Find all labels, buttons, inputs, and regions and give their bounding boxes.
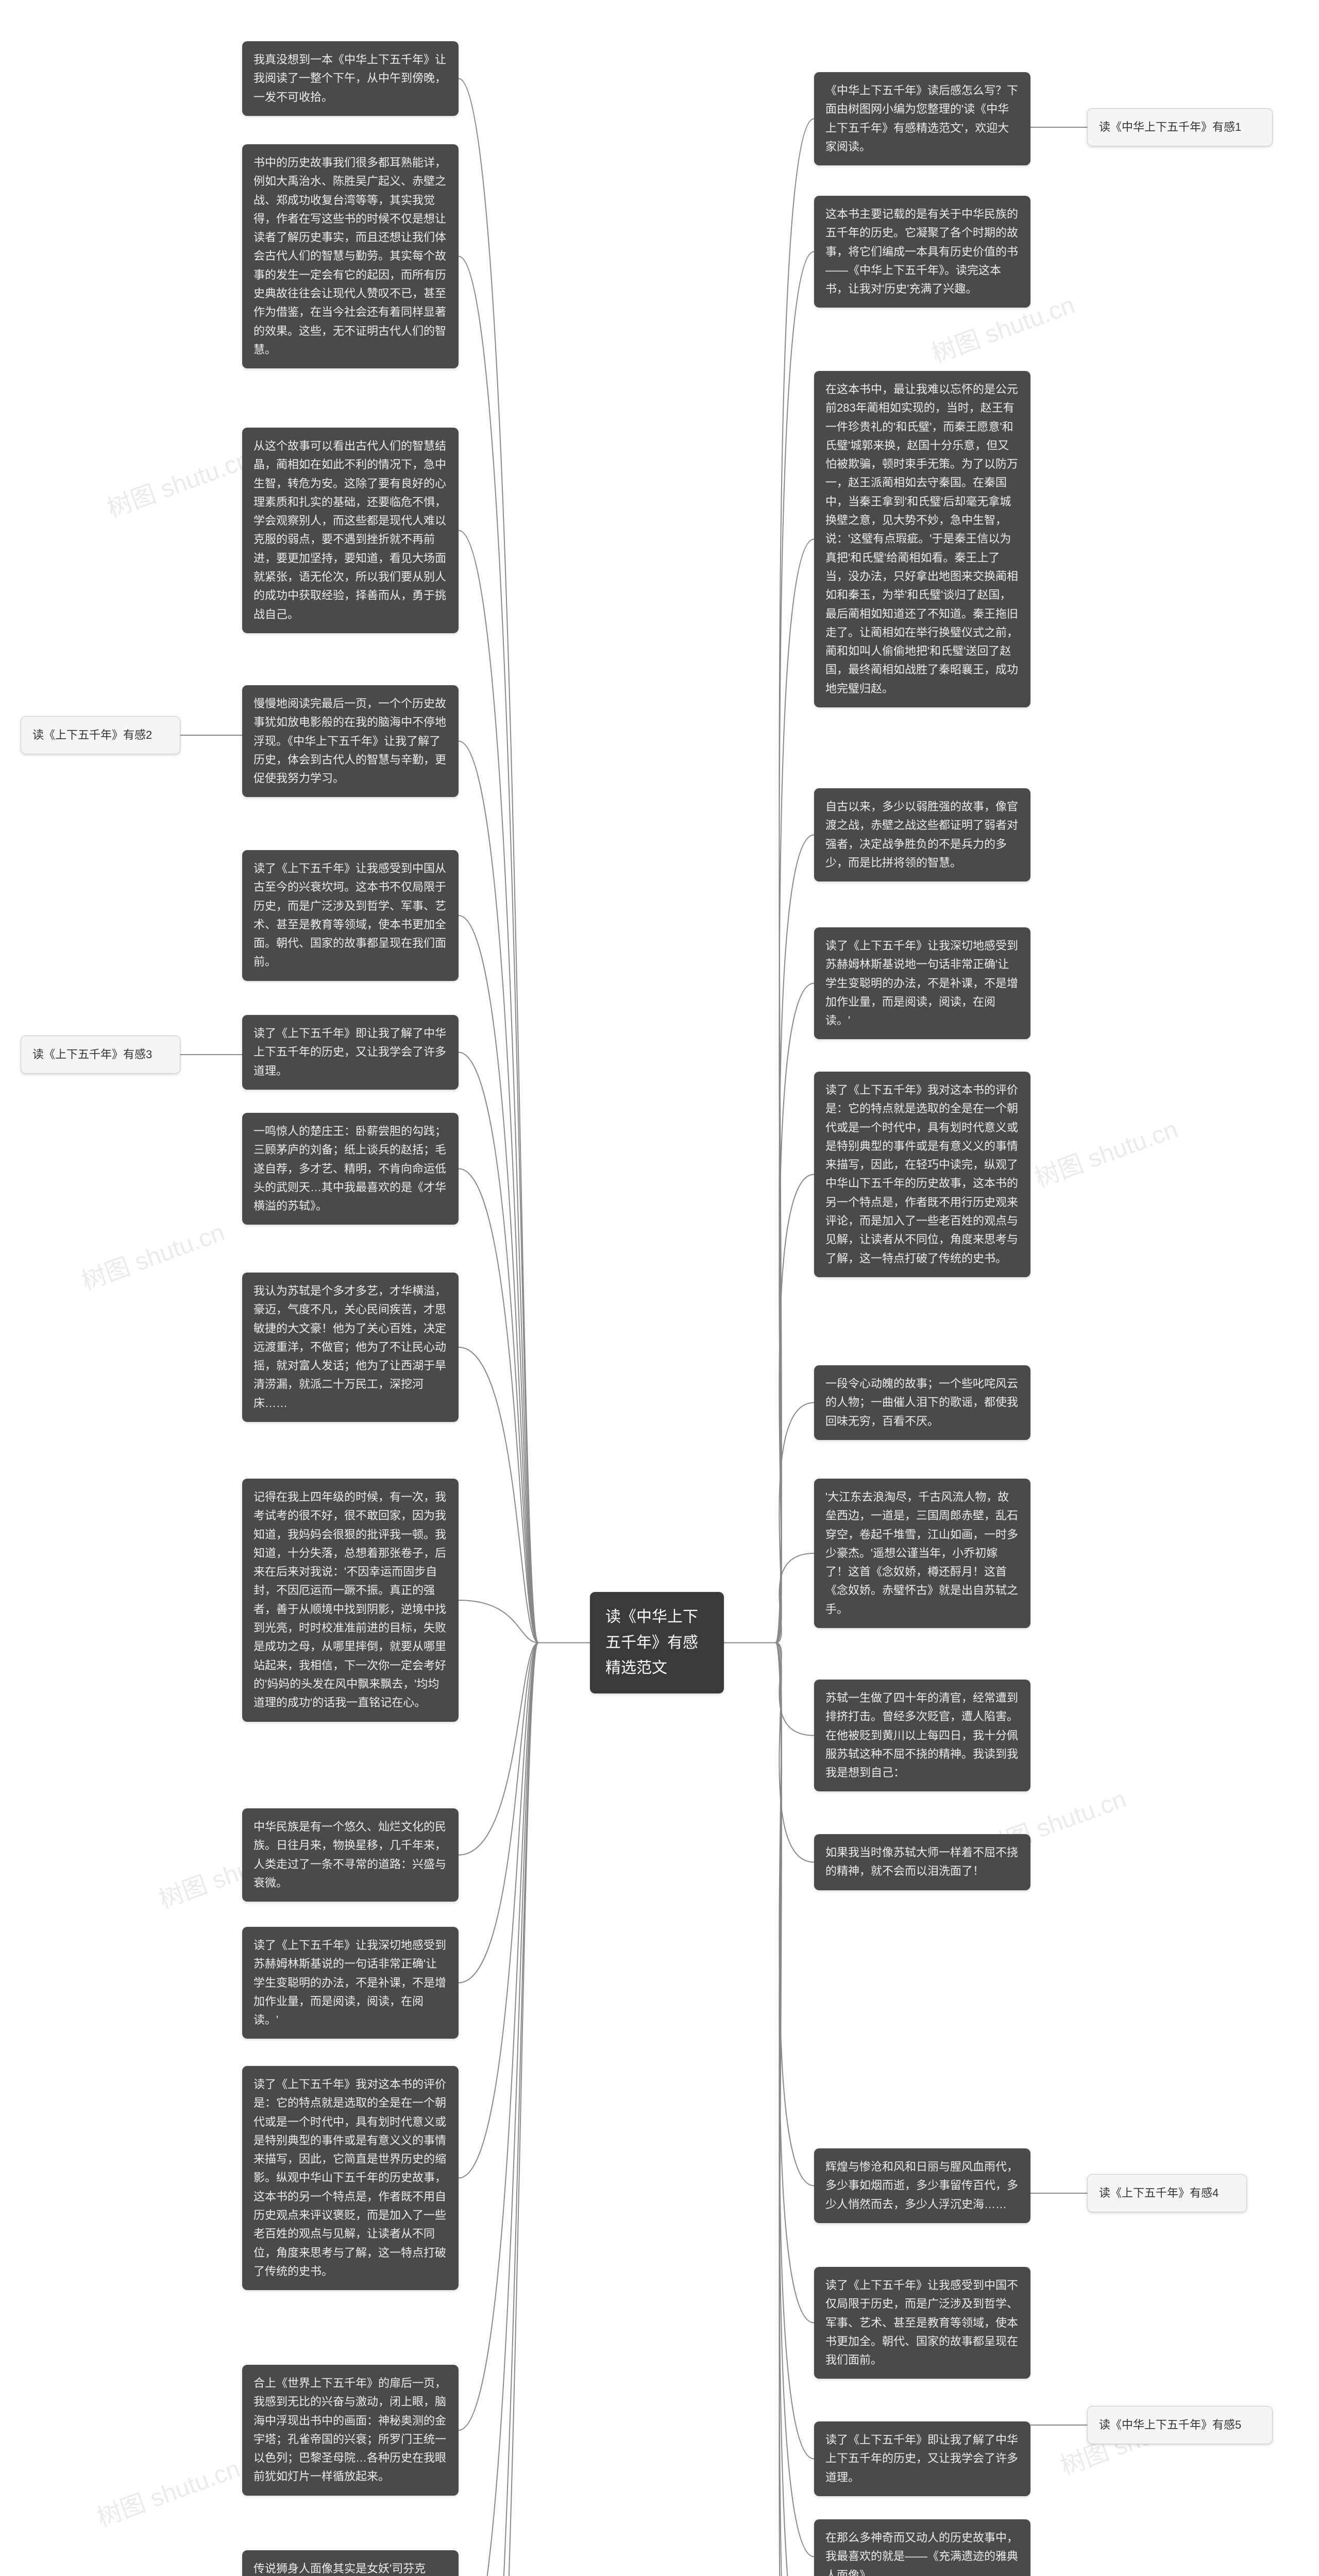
text-node[interactable]: 如果我当时像苏轼大师一样着不屈不挠的精神，就不会而以泪洗面了！ <box>814 1834 1030 1890</box>
text-node[interactable]: 慢慢地阅读完最后一页，一个个历史故事犹如放电影般的在我的脑海中不停地浮现。《中华… <box>242 685 459 797</box>
branch-node[interactable]: 读《中华上下五千年》有感5 <box>1087 2406 1273 2444</box>
text-node[interactable]: 读了《上下五千年》让我感受到中国不仅局限于历史，而是广泛涉及到哲学、军事、艺术、… <box>814 2267 1030 2379</box>
text-node[interactable]: 读了《上下五千年》我对这本书的评价是：它的特点就是选取的全是在一个朝代或是一个时… <box>814 1072 1030 1277</box>
mindmap-canvas: 树图 shutu.cn 树图 shutu.cn 树图 shutu.cn 树图 shut… <box>0 0 1319 2576</box>
branch-node[interactable]: 读《上下五千年》有感4 <box>1087 2174 1247 2212</box>
text-node[interactable]: 读了《上下五千年》让我深切地感受到苏赫姆林斯基说的一句话非常正确'让学生变聪明的… <box>242 1927 459 2039</box>
text-node[interactable]: 在这本书中，最让我难以忘怀的是公元前283年蔺相如实现的，当时，赵王有一件珍贵礼… <box>814 371 1030 707</box>
text-node[interactable]: 我认为苏轼是个多才多艺，才华横溢，豪迈，气度不凡，关心民间疾苦，才思敏捷的大文豪… <box>242 1273 459 1422</box>
text-node[interactable]: 读了《上下五千年》即让我了解了中华上下五千年的历史，又让我学会了许多道理。 <box>242 1015 459 1090</box>
text-node[interactable]: 记得在我上四年级的时候，有一次，我考试考的很不好，很不敢回家，因为我知道，我妈妈… <box>242 1479 459 1722</box>
text-node[interactable]: 苏轼一生做了四十年的清官，经常遭到排挤打击。曾经多次贬官，遭人陷害。在他被贬到黄… <box>814 1680 1030 1791</box>
text-node[interactable]: 读了《上下五千年》我对这本书的评价是：它的特点就是选取的全是在一个朝代或是一个时… <box>242 2066 459 2290</box>
text-node[interactable]: 从这个故事可以看出古代人们的智慧结晶，蔺相如在如此不利的情况下，急中生智，转危为… <box>242 428 459 633</box>
watermark: 树图 shutu.cn <box>1029 1109 1182 1194</box>
watermark: 树图 shutu.cn <box>91 2448 244 2533</box>
text-node[interactable]: 书中的历史故事我们很多都耳熟能详，例如大禹治水、陈胜吴广起义、赤壁之战、郑成功收… <box>242 144 459 368</box>
text-node[interactable]: 辉煌与惨沧和风和日丽与腥风血雨代，多少事如烟而逝，多少事留传百代，多少人悄然而去… <box>814 2148 1030 2223</box>
text-node[interactable]: 读了《上下五千年》即让我了解了中华上下五千年的历史，又让我学会了许多道理。 <box>814 2421 1030 2496</box>
watermark: 树图 shutu.cn <box>102 439 255 524</box>
text-node[interactable]: 一段令心动魄的故事；一个些叱咤风云的人物；一曲催人泪下的歌谣，都使我回味无穷，百… <box>814 1365 1030 1440</box>
text-node[interactable]: 中华民族是有一个悠久、灿烂文化的民族。日往月来，物换星移，几千年来，人类走过了一… <box>242 1808 459 1902</box>
text-node[interactable]: 在那么多神奇而又动人的历史故事中，我最喜欢的就是——《充满遗迹的雅典人面像》。 <box>814 2519 1030 2576</box>
text-node[interactable]: 《中华上下五千年》读后感怎么写？下面由树图网小编为您整理的'读《中华上下五千年》… <box>814 72 1030 165</box>
branch-node[interactable]: 读《上下五千年》有感2 <box>21 716 180 754</box>
branch-node[interactable]: 读《上下五千年》有感3 <box>21 1036 180 1074</box>
text-node[interactable]: 读了《上下五千年》让我感受到中国从古至今的兴衰坎坷。这本书不仅局限于历史，而是广… <box>242 850 459 981</box>
watermark: 树图 shutu.cn <box>76 1212 229 1297</box>
text-node[interactable]: 我真没想到一本《中华上下五千年》让我阅读了一整个下午，从中午到傍晚，一发不可收拾… <box>242 41 459 116</box>
text-node[interactable]: 这本书主要记载的是有关于中华民族的五千年的历史。它凝聚了各个时期的故事，将它们编… <box>814 196 1030 308</box>
text-node[interactable]: 一鸣惊人的楚庄王：卧薪尝胆的勾践；三顾茅庐的刘备；纸上谈兵的赵括；毛遂自荐，多才… <box>242 1113 459 1225</box>
text-node[interactable]: 合上《世界上下五千年》的扉后一页，我感到无比的兴奋与激动，闭上眼，脑海中浮现出书… <box>242 2365 459 2496</box>
text-node[interactable]: 读了《上下五千年》让我深切地感受到苏赫姆林斯基说地一句话非常正确'让学生变聪明的… <box>814 927 1030 1039</box>
branch-node[interactable]: 读《中华上下五千年》有感1 <box>1087 108 1273 146</box>
text-node[interactable]: '大江东去浪淘尽，千古风流人物，故垒西边，一道是，三国周郎赤壁，乱石穿空，卷起千… <box>814 1479 1030 1628</box>
center-topic[interactable]: 读《中华上下五千年》有感精选范文 <box>590 1592 724 1693</box>
text-node[interactable]: 传说狮身人面像其实是女妖'司芬克斯'，'司芬克斯'让人们猜一个相同的谜语，如果月… <box>242 2550 459 2576</box>
text-node[interactable]: 自古以来，多少以弱胜强的故事，像官渡之战，赤壁之战这些都证明了弱者对强者，决定战… <box>814 788 1030 882</box>
